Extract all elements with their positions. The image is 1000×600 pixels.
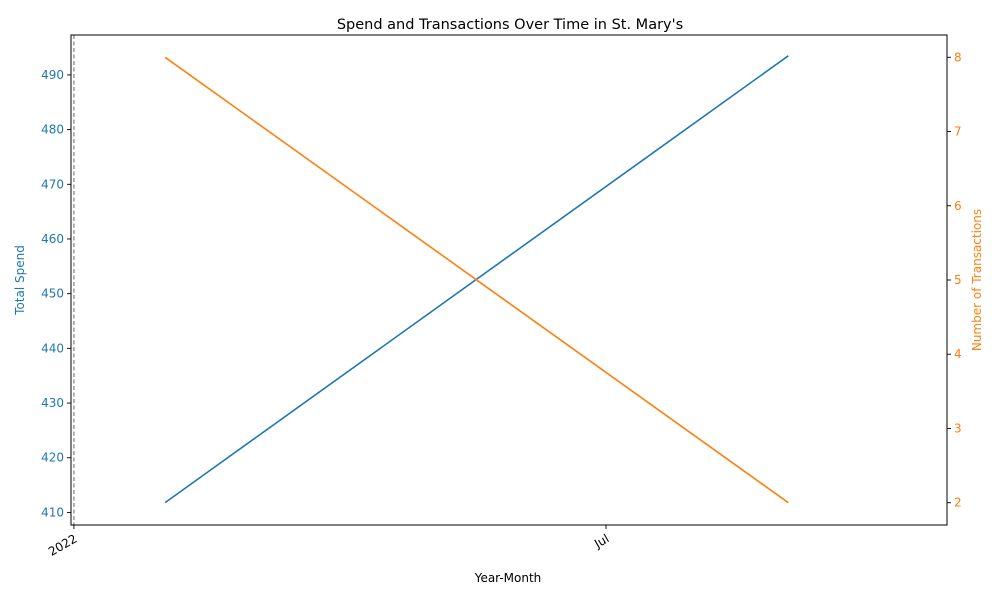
x-axis-label: Year-Month <box>474 571 542 585</box>
right-axis-tick-label: 2 <box>954 496 962 510</box>
left-axis-tick-label: 470 <box>41 177 64 191</box>
left-axis-label: Total Spend <box>13 245 27 316</box>
right-axis-tick-label: 6 <box>954 199 962 213</box>
left-axis-tick-label: 460 <box>41 232 64 246</box>
left-axis-tick-label: 410 <box>41 505 64 519</box>
left-axis-tick-label: 490 <box>41 68 64 82</box>
right-axis-tick-label: 7 <box>954 125 962 139</box>
plot-area: 410 420 430 440 450 460 470 480 490 2 3 4 5 6 7 8 2022 Ju… <box>41 34 962 559</box>
chart-title: Spend and Transactions Over Time in St. … <box>337 17 683 33</box>
right-axis-tick-label: 3 <box>954 421 962 435</box>
left-axis-tick-label: 450 <box>41 287 64 301</box>
left-axis-tick-label: 440 <box>41 341 64 355</box>
plot-frame <box>70 34 948 526</box>
right-axis-tick-label: 5 <box>954 273 962 287</box>
right-axis-tick-label: 4 <box>954 347 962 361</box>
x-axis-tick-label: 2022 <box>46 531 79 558</box>
left-axis-tick-label: 480 <box>41 123 64 137</box>
right-axis-label: Number of Transactions <box>970 209 984 351</box>
right-axis-tick-label: 8 <box>954 50 962 64</box>
left-axis-tick-label: 430 <box>41 396 64 410</box>
series-line-transactions <box>164 56 789 504</box>
left-axis-tick-label: 420 <box>41 451 64 465</box>
x-axis-tick-label: Jul <box>591 531 611 551</box>
